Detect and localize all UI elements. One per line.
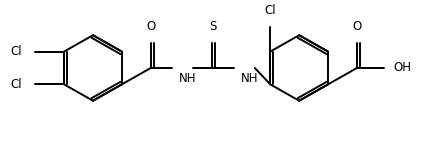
Text: O: O: [352, 20, 362, 33]
Text: S: S: [209, 20, 216, 33]
Text: O: O: [146, 20, 155, 33]
Text: Cl: Cl: [10, 78, 22, 91]
Text: NH: NH: [179, 72, 196, 85]
Text: OH: OH: [394, 61, 412, 74]
Text: Cl: Cl: [264, 4, 276, 17]
Text: Cl: Cl: [10, 45, 22, 58]
Text: NH: NH: [241, 72, 258, 85]
